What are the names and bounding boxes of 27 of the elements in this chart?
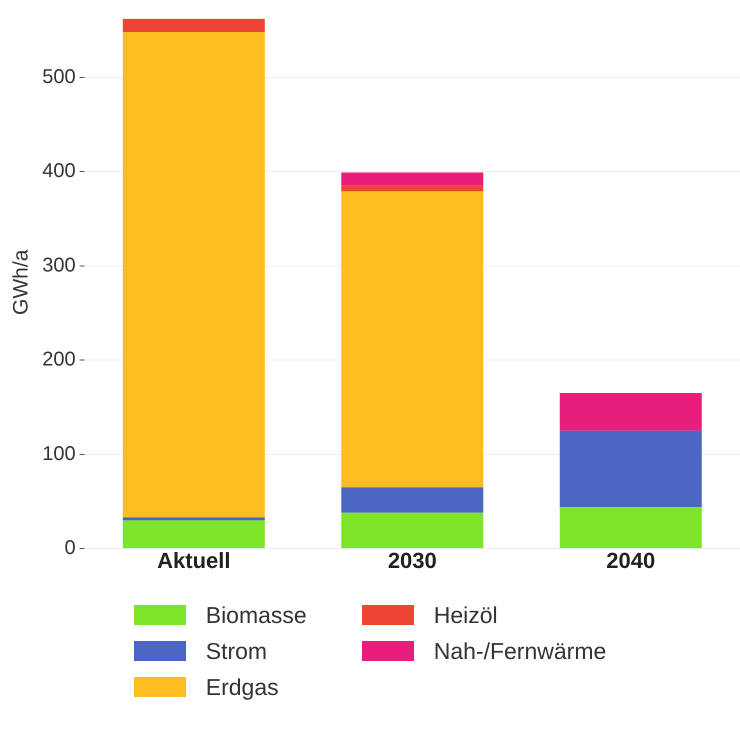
y-tick-label: 100 (42, 442, 76, 465)
legend-label: Biomasse (206, 602, 307, 628)
x-tick-label: 2030 (388, 548, 437, 573)
bar (122, 18, 265, 32)
y-tick-label: 500 (42, 66, 76, 88)
bar (341, 512, 484, 548)
bar (341, 172, 484, 186)
legend-label: Strom (206, 638, 268, 664)
y-tick-label: 200 (42, 348, 76, 371)
y-tick-label: 400 (42, 160, 76, 182)
x-tick-label: Aktuell (157, 548, 230, 573)
bar (122, 517, 265, 520)
y-axis-title: GWh/a (9, 249, 32, 315)
bar (122, 520, 265, 548)
y-tick-label: 300 (42, 254, 76, 276)
bar (560, 393, 702, 431)
bar (560, 430, 702, 508)
bar (560, 507, 702, 548)
bar (341, 191, 484, 488)
legend-label: Nah-/Fernwärme (434, 638, 606, 664)
y-tick-label: 0 (64, 537, 76, 560)
bar (341, 487, 484, 513)
bar (341, 186, 484, 192)
legend-label: Erdgas (206, 674, 279, 700)
legend-label: Heizöl (434, 602, 498, 628)
x-tick-label: 2040 (606, 548, 656, 573)
bar (122, 32, 265, 518)
